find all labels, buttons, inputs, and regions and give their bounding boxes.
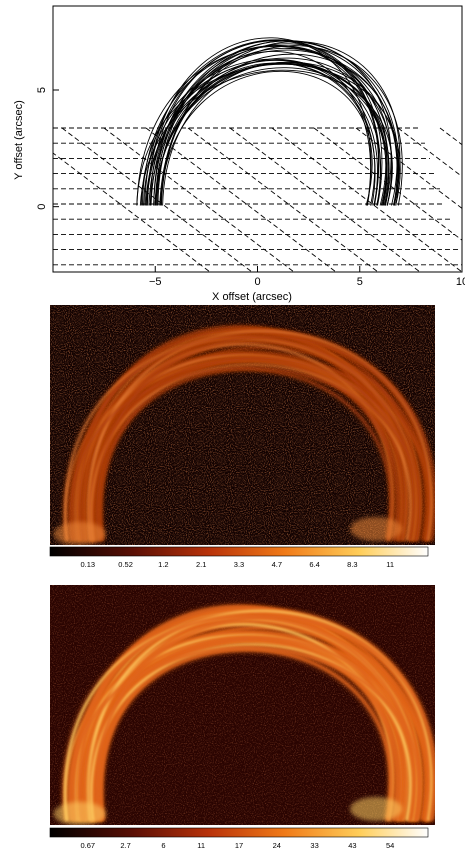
footpoint-glow bbox=[350, 517, 403, 541]
grid-line bbox=[103, 127, 295, 272]
loop-strand bbox=[68, 646, 421, 821]
dashed-grid bbox=[53, 127, 462, 272]
grid-line bbox=[355, 127, 462, 209]
colorbar-tick-label: 2.7 bbox=[120, 841, 130, 850]
loop-line bbox=[153, 51, 371, 206]
colorbar-tick-label: 3.3 bbox=[234, 560, 244, 569]
colorbar-tick-label: 2.1 bbox=[196, 560, 206, 569]
y-axis-ticks: 05 bbox=[36, 87, 59, 210]
intensity-image-1: 0.13 0.52 1.2 2.1 3.3 4.7 6.4 8.3 11 bbox=[49, 305, 435, 569]
colorbar-tick-label: 17 bbox=[235, 841, 243, 850]
colorbar-tick-label: 0.52 bbox=[118, 560, 133, 569]
grid-line bbox=[313, 127, 462, 241]
x-tick-label: 10 bbox=[456, 276, 465, 288]
grid-line bbox=[145, 127, 337, 272]
grid-line bbox=[397, 127, 462, 178]
loop-lines bbox=[136, 37, 403, 206]
colorbar-tick-label: 24 bbox=[273, 841, 281, 850]
footpoint-glow bbox=[53, 521, 106, 545]
colorbar-tick-label: 33 bbox=[310, 841, 318, 850]
loop-line bbox=[146, 39, 380, 206]
colorbar-ticks: 0.67 2.7 6 11 17 24 33 43 54 bbox=[80, 841, 394, 850]
colorbar-ticks: 0.13 0.52 1.2 2.1 3.3 4.7 6.4 8.3 11 bbox=[80, 560, 394, 569]
colorbar-tick-label: 8.3 bbox=[347, 560, 357, 569]
colorbar-tick-label: 4.7 bbox=[272, 560, 282, 569]
loop-line bbox=[136, 63, 401, 206]
image-loops bbox=[53, 324, 435, 545]
colorbar bbox=[49, 827, 429, 838]
colorbar-tick-label: 0.13 bbox=[80, 560, 95, 569]
grid-line bbox=[271, 127, 462, 272]
colorbar-tick-label: 11 bbox=[197, 841, 205, 850]
image-loops bbox=[53, 603, 435, 825]
loop-line bbox=[155, 61, 399, 206]
loop-strand bbox=[87, 330, 433, 541]
plot-frame bbox=[52, 5, 463, 273]
grid-line bbox=[187, 127, 379, 272]
y-tick-label: 0 bbox=[36, 204, 48, 210]
grid-line bbox=[53, 152, 211, 272]
loop-strand bbox=[69, 366, 421, 541]
loop-strand bbox=[81, 341, 430, 541]
colorbar-tick-label: 6 bbox=[161, 841, 165, 850]
colorbar-tick-label: 43 bbox=[348, 841, 356, 850]
loop-strand bbox=[95, 615, 435, 821]
colorbar-tick-label: 6.4 bbox=[309, 560, 319, 569]
x-axis-label: X offset (arcsec) bbox=[212, 291, 292, 303]
colorbar bbox=[49, 546, 429, 557]
colorbar-tick-label: 0.67 bbox=[80, 841, 95, 850]
loop-strand bbox=[96, 335, 435, 541]
x-axis-ticks: −5 0 5 10 bbox=[149, 266, 465, 288]
y-axis-label: Y offset (arcsec) bbox=[13, 100, 25, 180]
loop-line bbox=[159, 45, 403, 206]
x-tick-label: 5 bbox=[357, 276, 363, 288]
y-tick-label: 5 bbox=[36, 87, 48, 93]
loop-line bbox=[160, 53, 398, 206]
footpoint-glow bbox=[53, 801, 106, 825]
loop-line bbox=[141, 45, 388, 206]
x-tick-label: 0 bbox=[254, 276, 260, 288]
loop-line bbox=[154, 62, 390, 206]
colorbar-tick-label: 54 bbox=[386, 841, 394, 850]
loop-line bbox=[157, 43, 398, 206]
colorbar-tick-label: 11 bbox=[386, 560, 394, 569]
colorbar-tick-label: 1.2 bbox=[158, 560, 168, 569]
grid-line bbox=[439, 127, 462, 146]
x-tick-label: −5 bbox=[149, 276, 162, 288]
footpoint-glow bbox=[350, 797, 403, 821]
intensity-image-2: 0.67 2.7 6 11 17 24 33 43 54 bbox=[49, 585, 435, 850]
